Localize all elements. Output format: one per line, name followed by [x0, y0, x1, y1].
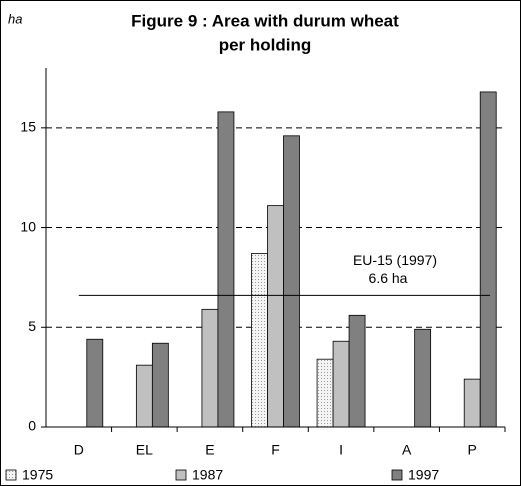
bar	[414, 328, 432, 428]
x-tick-label: F	[271, 442, 280, 458]
x-tick-label: EL	[136, 442, 153, 458]
y-tick-label: 5	[28, 318, 36, 334]
legend-swatch	[5, 469, 17, 481]
x-tick-label: E	[205, 442, 214, 458]
legend-label: 1975	[22, 467, 53, 483]
chart-title: Figure 9 : Area with durum wheat	[131, 11, 399, 30]
legend-swatch	[175, 469, 187, 481]
bar	[86, 338, 104, 428]
bar	[332, 340, 350, 428]
y-tick-label: 0	[28, 418, 36, 434]
x-tick-label: P	[468, 442, 477, 458]
y-axis-label: ha	[8, 11, 22, 26]
bar	[151, 342, 169, 428]
y-tick-label: 15	[20, 119, 36, 135]
legend-swatch	[391, 469, 403, 481]
bar	[283, 135, 300, 428]
x-tick-label: D	[74, 442, 84, 458]
legend-label: 1997	[408, 467, 439, 483]
bar	[217, 111, 235, 428]
bar	[135, 364, 153, 428]
x-tick-label: I	[339, 442, 343, 458]
bar	[251, 253, 268, 428]
bar	[463, 378, 481, 428]
reference-label: EU-15 (1997)	[353, 252, 437, 268]
bar	[267, 205, 284, 428]
x-tick-label: A	[402, 442, 412, 458]
bar	[201, 308, 219, 428]
bar	[479, 91, 497, 428]
chart-title: per holding	[219, 35, 312, 54]
reference-value-label: 6.6 ha	[369, 270, 408, 286]
bar	[316, 358, 334, 428]
legend-label: 1987	[192, 467, 223, 483]
y-tick-label: 10	[20, 218, 36, 234]
bar	[348, 314, 366, 428]
